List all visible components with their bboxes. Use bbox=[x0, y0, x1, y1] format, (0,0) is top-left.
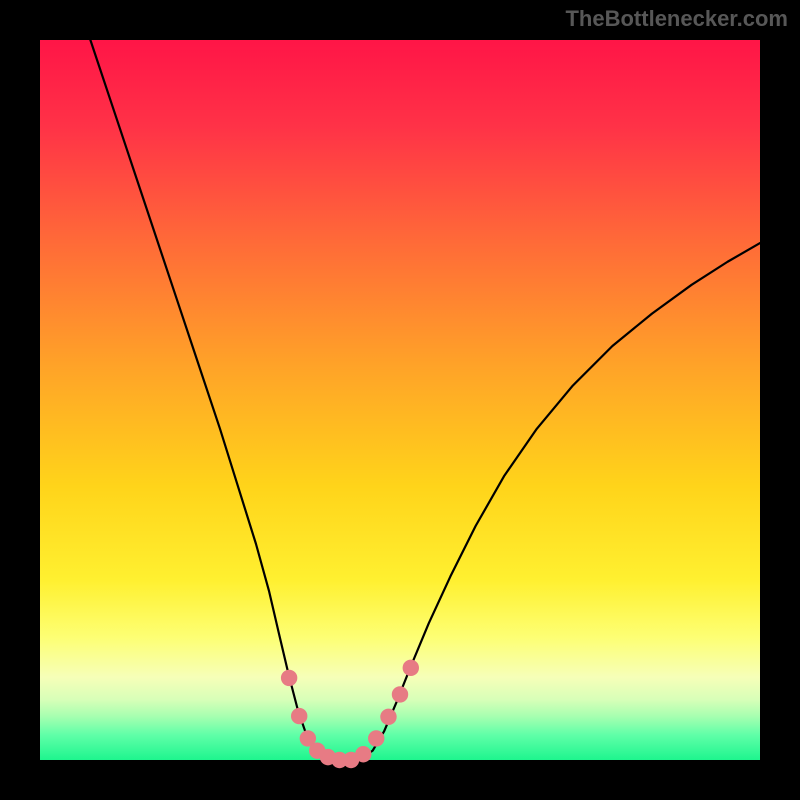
bottleneck-chart: TheBottlenecker.com bbox=[0, 0, 800, 800]
data-marker bbox=[368, 730, 384, 746]
data-marker bbox=[355, 746, 371, 762]
data-marker bbox=[291, 708, 307, 724]
data-marker bbox=[281, 670, 297, 686]
data-marker bbox=[380, 709, 396, 725]
data-marker bbox=[392, 686, 408, 702]
data-marker bbox=[403, 660, 419, 676]
chart-plot-area bbox=[40, 40, 760, 760]
watermark-text: TheBottlenecker.com bbox=[565, 6, 788, 31]
